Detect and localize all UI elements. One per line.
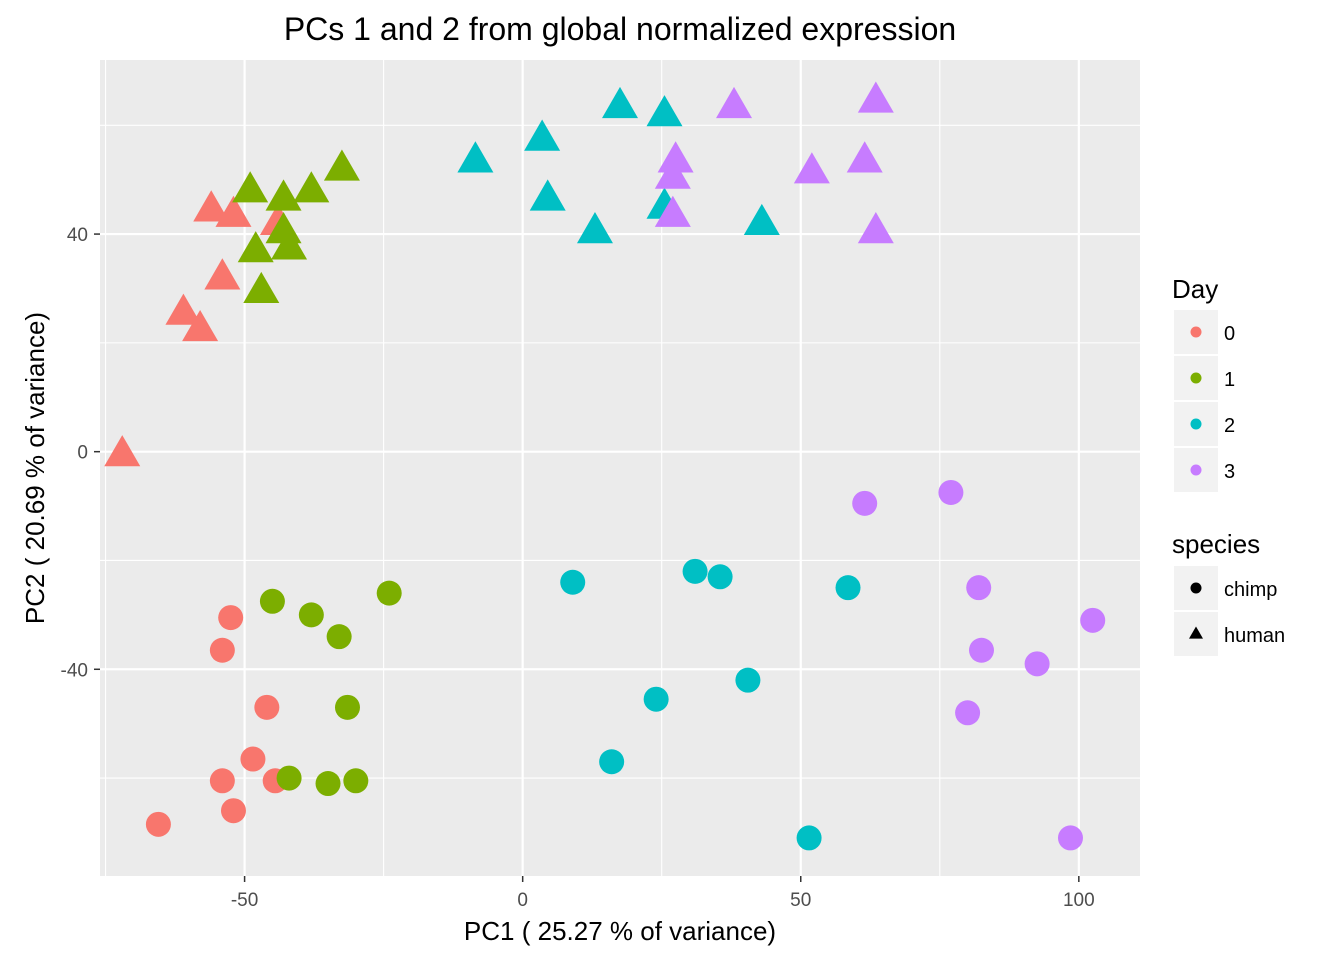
legend-label-day: 3 — [1224, 461, 1235, 483]
point-human-day-2 — [576, 212, 613, 244]
point-chimp-day-1 — [334, 694, 360, 720]
plot-panel — [100, 60, 1140, 876]
point-human-day-2 — [524, 119, 561, 151]
point-chimp-day-0 — [254, 694, 280, 720]
point-chimp-day-0 — [145, 811, 171, 837]
y-tick-label: 40 — [67, 225, 88, 246]
point-chimp-day-0 — [220, 798, 246, 824]
point-chimp-day-2 — [560, 569, 586, 595]
x-tick-label: 50 — [790, 890, 811, 911]
point-human-day-2 — [602, 86, 638, 119]
point-human-day-2 — [743, 203, 780, 236]
point-chimp-day-1 — [326, 624, 352, 650]
legend-label-day: 1 — [1224, 369, 1235, 391]
legend-species-entries: chimp human — [1174, 566, 1285, 656]
point-human-day-3 — [793, 152, 830, 184]
point-chimp-day-2 — [682, 558, 708, 584]
legend-key-day-2 — [1190, 418, 1202, 430]
point-chimp-day-1 — [276, 765, 302, 791]
x-axis-label: PC1 ( 25.27 % of variance) — [464, 916, 776, 946]
point-human-day-3 — [716, 86, 753, 119]
point-chimp-day-3 — [1080, 607, 1106, 633]
point-human-day-1 — [243, 271, 280, 304]
legend-key-day-1 — [1190, 372, 1202, 384]
point-chimp-day-3 — [1057, 825, 1083, 851]
point-chimp-day-2 — [735, 667, 761, 693]
point-human-day-1 — [232, 171, 269, 203]
y-tick-label: 0 — [77, 443, 88, 464]
legend-label-day: 0 — [1224, 323, 1235, 345]
point-chimp-day-3 — [938, 479, 964, 505]
point-chimp-day-2 — [707, 564, 733, 590]
point-chimp-day-1 — [259, 588, 285, 614]
point-chimp-day-1 — [298, 602, 324, 628]
x-axis-ticks: -50 0 50 100 — [231, 876, 1095, 911]
point-chimp-day-2 — [599, 749, 625, 775]
point-human-day-3 — [857, 212, 894, 244]
point-human-day-0 — [165, 293, 202, 325]
legend-label-species: chimp — [1224, 579, 1277, 601]
point-chimp-day-3 — [955, 700, 981, 726]
point-chimp-day-0 — [218, 605, 244, 631]
point-human-day-1 — [265, 179, 302, 211]
point-human-day-3 — [857, 81, 894, 113]
point-chimp-day-0 — [209, 637, 235, 663]
point-human-day-2 — [529, 179, 566, 211]
chart-title: PCs 1 and 2 from global normalized expre… — [284, 11, 956, 47]
y-tick-label: -40 — [61, 660, 88, 681]
point-human-day-0 — [104, 435, 141, 467]
point-chimp-day-2 — [796, 825, 822, 851]
point-chimp-day-2 — [835, 575, 861, 601]
legend-title-day: Day — [1172, 274, 1218, 304]
point-human-day-3 — [654, 157, 691, 189]
point-human-day-3 — [846, 141, 883, 173]
legend: Day 0 1 2 3 species chimp human — [1172, 274, 1285, 656]
point-human-day-1 — [271, 228, 308, 260]
point-chimp-day-0 — [240, 746, 266, 772]
point-human-day-2 — [646, 95, 683, 127]
legend-key-day-0 — [1190, 326, 1202, 338]
data-points — [104, 81, 1106, 851]
x-tick-label: 100 — [1063, 890, 1095, 911]
point-chimp-day-3 — [1024, 651, 1050, 677]
point-chimp-day-1 — [343, 768, 369, 794]
point-chimp-day-0 — [209, 768, 235, 794]
point-chimp-day-2 — [643, 686, 669, 712]
point-human-day-0 — [204, 258, 241, 290]
point-human-day-1 — [237, 231, 274, 263]
legend-day-entries: 0 1 2 3 — [1174, 310, 1235, 492]
point-human-day-3 — [654, 195, 691, 227]
legend-key-chimp — [1190, 582, 1202, 594]
x-tick-label: -50 — [231, 890, 258, 911]
y-axis-ticks: -40 0 40 — [61, 225, 100, 681]
point-human-day-1 — [323, 149, 360, 181]
legend-title-species: species — [1172, 529, 1260, 559]
point-human-day-0 — [193, 190, 230, 222]
point-human-day-2 — [457, 141, 494, 173]
legend-key-day-3 — [1190, 464, 1202, 476]
x-tick-label: 0 — [517, 890, 528, 911]
point-chimp-day-3 — [968, 637, 994, 663]
point-human-day-0 — [215, 195, 252, 227]
legend-label-species: human — [1224, 625, 1285, 647]
point-chimp-day-1 — [376, 580, 402, 606]
point-human-day-3 — [657, 141, 694, 173]
legend-label-day: 2 — [1224, 415, 1235, 437]
legend-key-human — [1189, 626, 1203, 639]
point-human-day-0 — [182, 309, 219, 342]
point-chimp-day-1 — [315, 771, 341, 797]
point-chimp-day-3 — [852, 490, 878, 516]
y-axis-label: PC2 ( 20.69 % of variance) — [20, 312, 50, 624]
point-human-day-1 — [293, 171, 330, 203]
point-chimp-day-3 — [966, 575, 992, 601]
